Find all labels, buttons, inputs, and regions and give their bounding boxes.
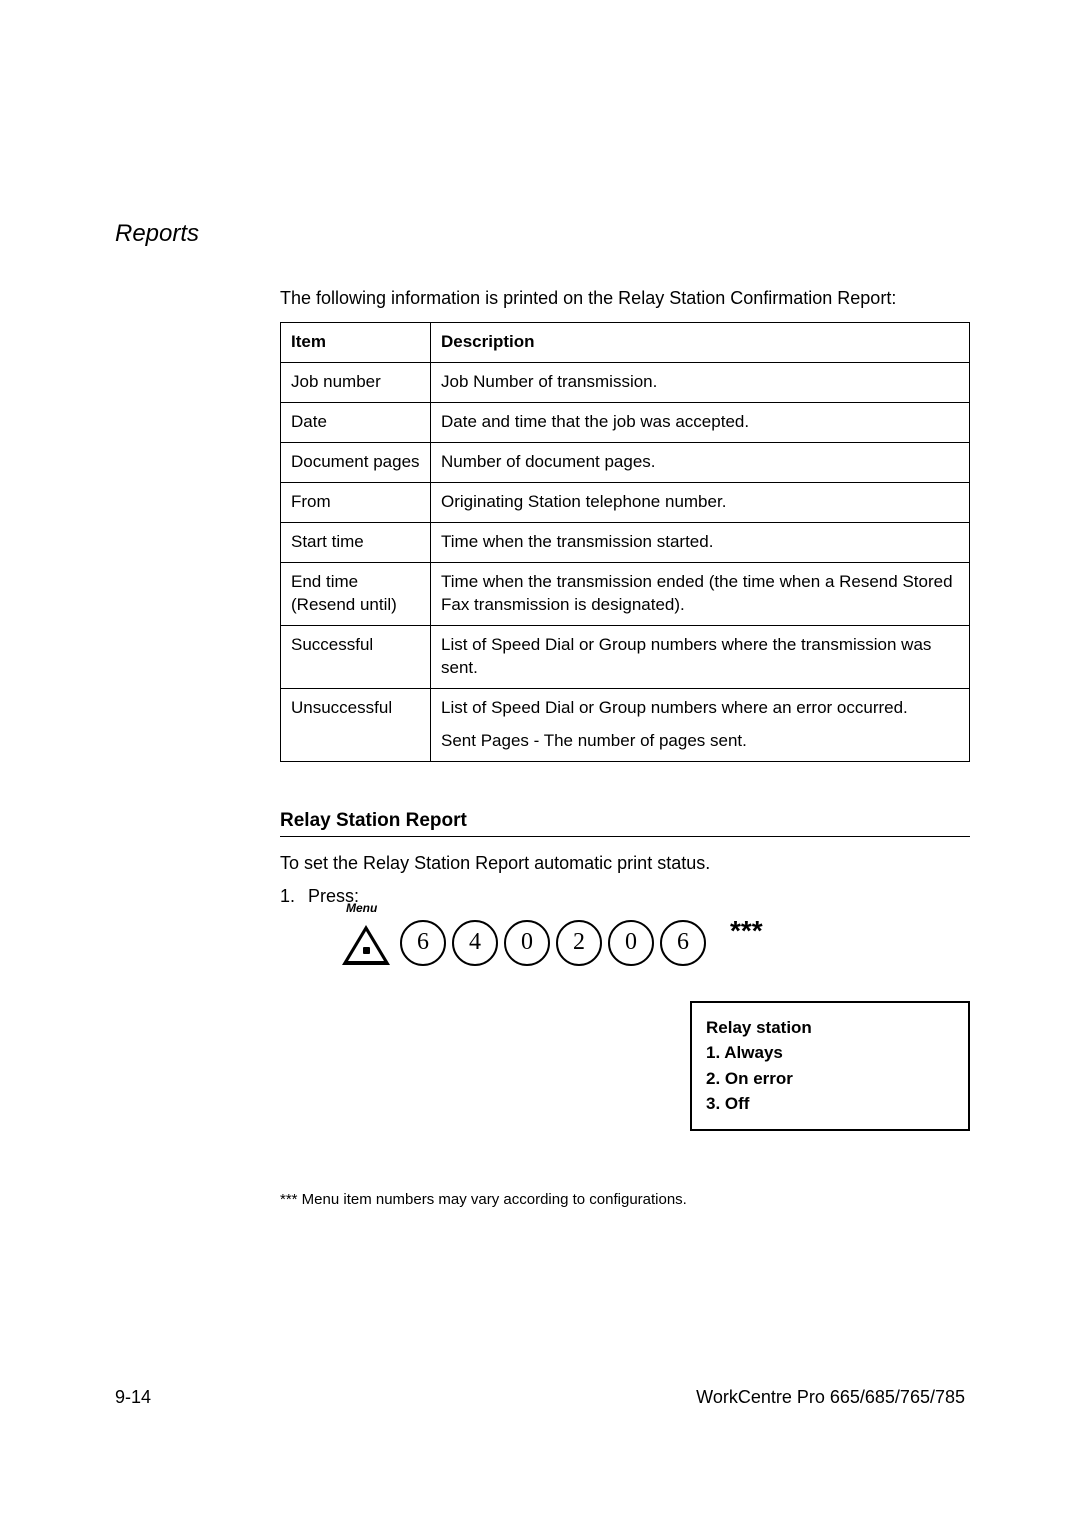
table-row: End time (Resend until) Time when the tr… [281,562,970,625]
menu-triangle-dot [363,947,370,954]
cell-item: Successful [281,625,431,688]
cell-desc: List of Speed Dial or Group numbers wher… [431,688,970,761]
product-name: WorkCentre Pro 665/685/765/785 [696,1387,965,1408]
table-row: Unsuccessful List of Speed Dial or Group… [281,688,970,761]
cell-desc-line2: Sent Pages - The number of pages sent. [441,730,959,753]
step-number: 1. [280,886,308,907]
keypad-button-6[interactable]: 6 [400,920,446,966]
subsection-text: To set the Relay Station Report automati… [280,851,970,876]
asterisk-marker: *** [730,915,763,947]
table-row: Date Date and time that the job was acce… [281,403,970,443]
intro-text: The following information is printed on … [280,286,970,310]
cell-desc: List of Speed Dial or Group numbers wher… [431,625,970,688]
cell-desc: Time when the transmission ended (the ti… [431,562,970,625]
cell-item: End time (Resend until) [281,562,431,625]
display-option-3: 3. Off [706,1091,954,1117]
header-description: Description [431,323,970,363]
keypad-button-0[interactable]: 0 [504,920,550,966]
menu-button[interactable]: Menu [338,915,394,971]
cell-desc: Number of document pages. [431,443,970,483]
table-row: Start time Time when the transmission st… [281,522,970,562]
cell-item: Date [281,403,431,443]
display-option-1: 1. Always [706,1040,954,1066]
display-option-2: 2. On error [706,1066,954,1092]
header-item: Item [281,323,431,363]
cell-item: Document pages [281,443,431,483]
table-row: Successful List of Speed Dial or Group n… [281,625,970,688]
cell-item: From [281,483,431,523]
menu-triangle-icon [342,925,390,965]
table-row: Document pages Number of document pages. [281,443,970,483]
content-block: The following information is printed on … [280,286,970,1208]
cell-item: Start time [281,522,431,562]
cell-desc: Job Number of transmission. [431,363,970,403]
info-table: Item Description Job number Job Number o… [280,322,970,761]
page-number: 9-14 [115,1387,151,1408]
keypad-button-4[interactable]: 4 [452,920,498,966]
footnote: *** Menu item numbers may vary according… [280,1191,970,1208]
cell-desc: Originating Station telephone number. [431,483,970,523]
cell-desc: Date and time that the job was accepted. [431,403,970,443]
subsection-title: Relay Station Report [280,810,970,837]
step-body: Press: Menu 6 4 0 2 0 6 *** Rel [308,886,970,1131]
table-row: Job number Job Number of transmission. [281,363,970,403]
step-row: 1. Press: Menu 6 4 0 2 0 6 *** [280,886,970,1131]
section-header: Reports [115,220,965,248]
table-row: From Originating Station telephone numbe… [281,483,970,523]
cell-item: Job number [281,363,431,403]
cell-desc-line1: List of Speed Dial or Group numbers wher… [441,698,908,717]
display-box: Relay station 1. Always 2. On error 3. O… [690,1001,970,1131]
display-title: Relay station [706,1015,954,1041]
keypad-button-6[interactable]: 6 [660,920,706,966]
cell-item: Unsuccessful [281,688,431,761]
table-header-row: Item Description [281,323,970,363]
keypad-button-2[interactable]: 2 [556,920,602,966]
page: Reports The following information is pri… [0,0,1080,1528]
menu-label: Menu [346,901,377,915]
button-row: Menu 6 4 0 2 0 6 *** [338,915,970,971]
page-footer: 9-14 WorkCentre Pro 665/685/765/785 [115,1387,965,1408]
keypad-button-0[interactable]: 0 [608,920,654,966]
cell-desc: Time when the transmission started. [431,522,970,562]
